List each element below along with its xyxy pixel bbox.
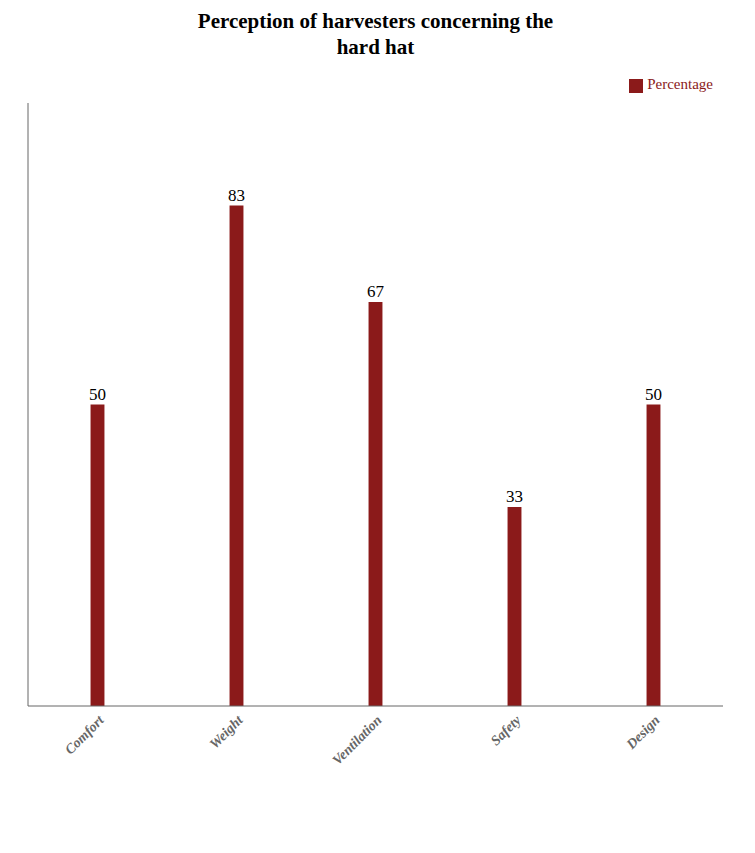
svg-text:50: 50 xyxy=(645,385,662,404)
svg-text:67: 67 xyxy=(367,282,385,301)
svg-text:Safety: Safety xyxy=(488,712,524,748)
html-text:hard hat: hard hat xyxy=(336,35,415,59)
html-text:Perception of harvesters conce: Perception of harvesters concerning the xyxy=(197,9,554,33)
svg-text:Comfort: Comfort xyxy=(62,712,107,757)
svg-text:83: 83 xyxy=(228,186,245,205)
svg-text:33: 33 xyxy=(506,487,523,506)
svg-text:Weight: Weight xyxy=(207,712,247,752)
svg-text:50: 50 xyxy=(89,385,106,404)
html-text:Percentage: Percentage xyxy=(647,76,713,92)
svg-text:Design: Design xyxy=(623,712,663,752)
svg-text:Ventilation: Ventilation xyxy=(330,712,385,767)
